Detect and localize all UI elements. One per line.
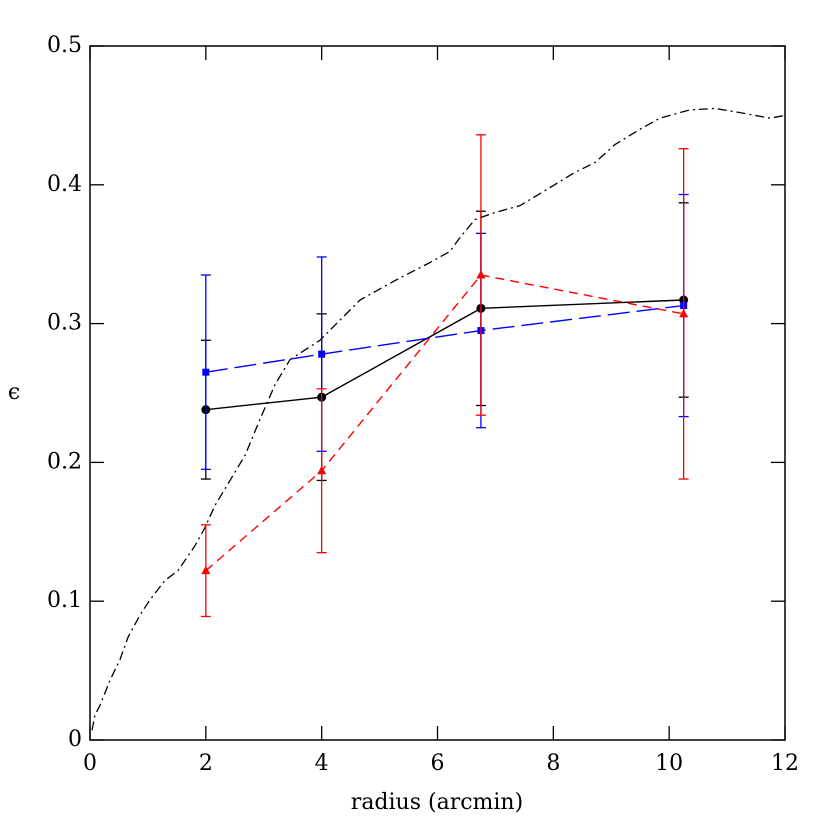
x-tick-label: 6 — [431, 751, 445, 776]
series-line — [205, 274, 684, 572]
marker — [202, 368, 210, 376]
x-tick-label: 0 — [83, 751, 97, 776]
y-tick-label: 0.5 — [47, 33, 82, 58]
series-line — [205, 299, 684, 411]
marker — [679, 308, 689, 318]
y-tick-label: 0.2 — [47, 449, 82, 474]
x-tick-label: 2 — [199, 751, 213, 776]
y-axis-title: ϵ — [8, 380, 20, 405]
marker — [201, 565, 211, 575]
y-tick-label: 0.1 — [47, 588, 82, 613]
plot-frame — [89, 45, 786, 741]
x-axis-title: radius (arcmin) — [351, 790, 523, 815]
model-curve — [91, 107, 786, 731]
x-tick-label: 10 — [655, 751, 683, 776]
x-tick-label: 12 — [771, 751, 799, 776]
x-tick-label: 4 — [315, 751, 329, 776]
marker — [476, 270, 486, 279]
x-tick-label: 8 — [546, 751, 560, 776]
marker — [318, 350, 326, 358]
y-tick-label: 0.3 — [47, 311, 82, 336]
y-tick-label: 0 — [68, 727, 82, 752]
y-tick-label: 0.4 — [47, 172, 82, 197]
series-line — [205, 304, 684, 373]
marker — [317, 465, 327, 475]
